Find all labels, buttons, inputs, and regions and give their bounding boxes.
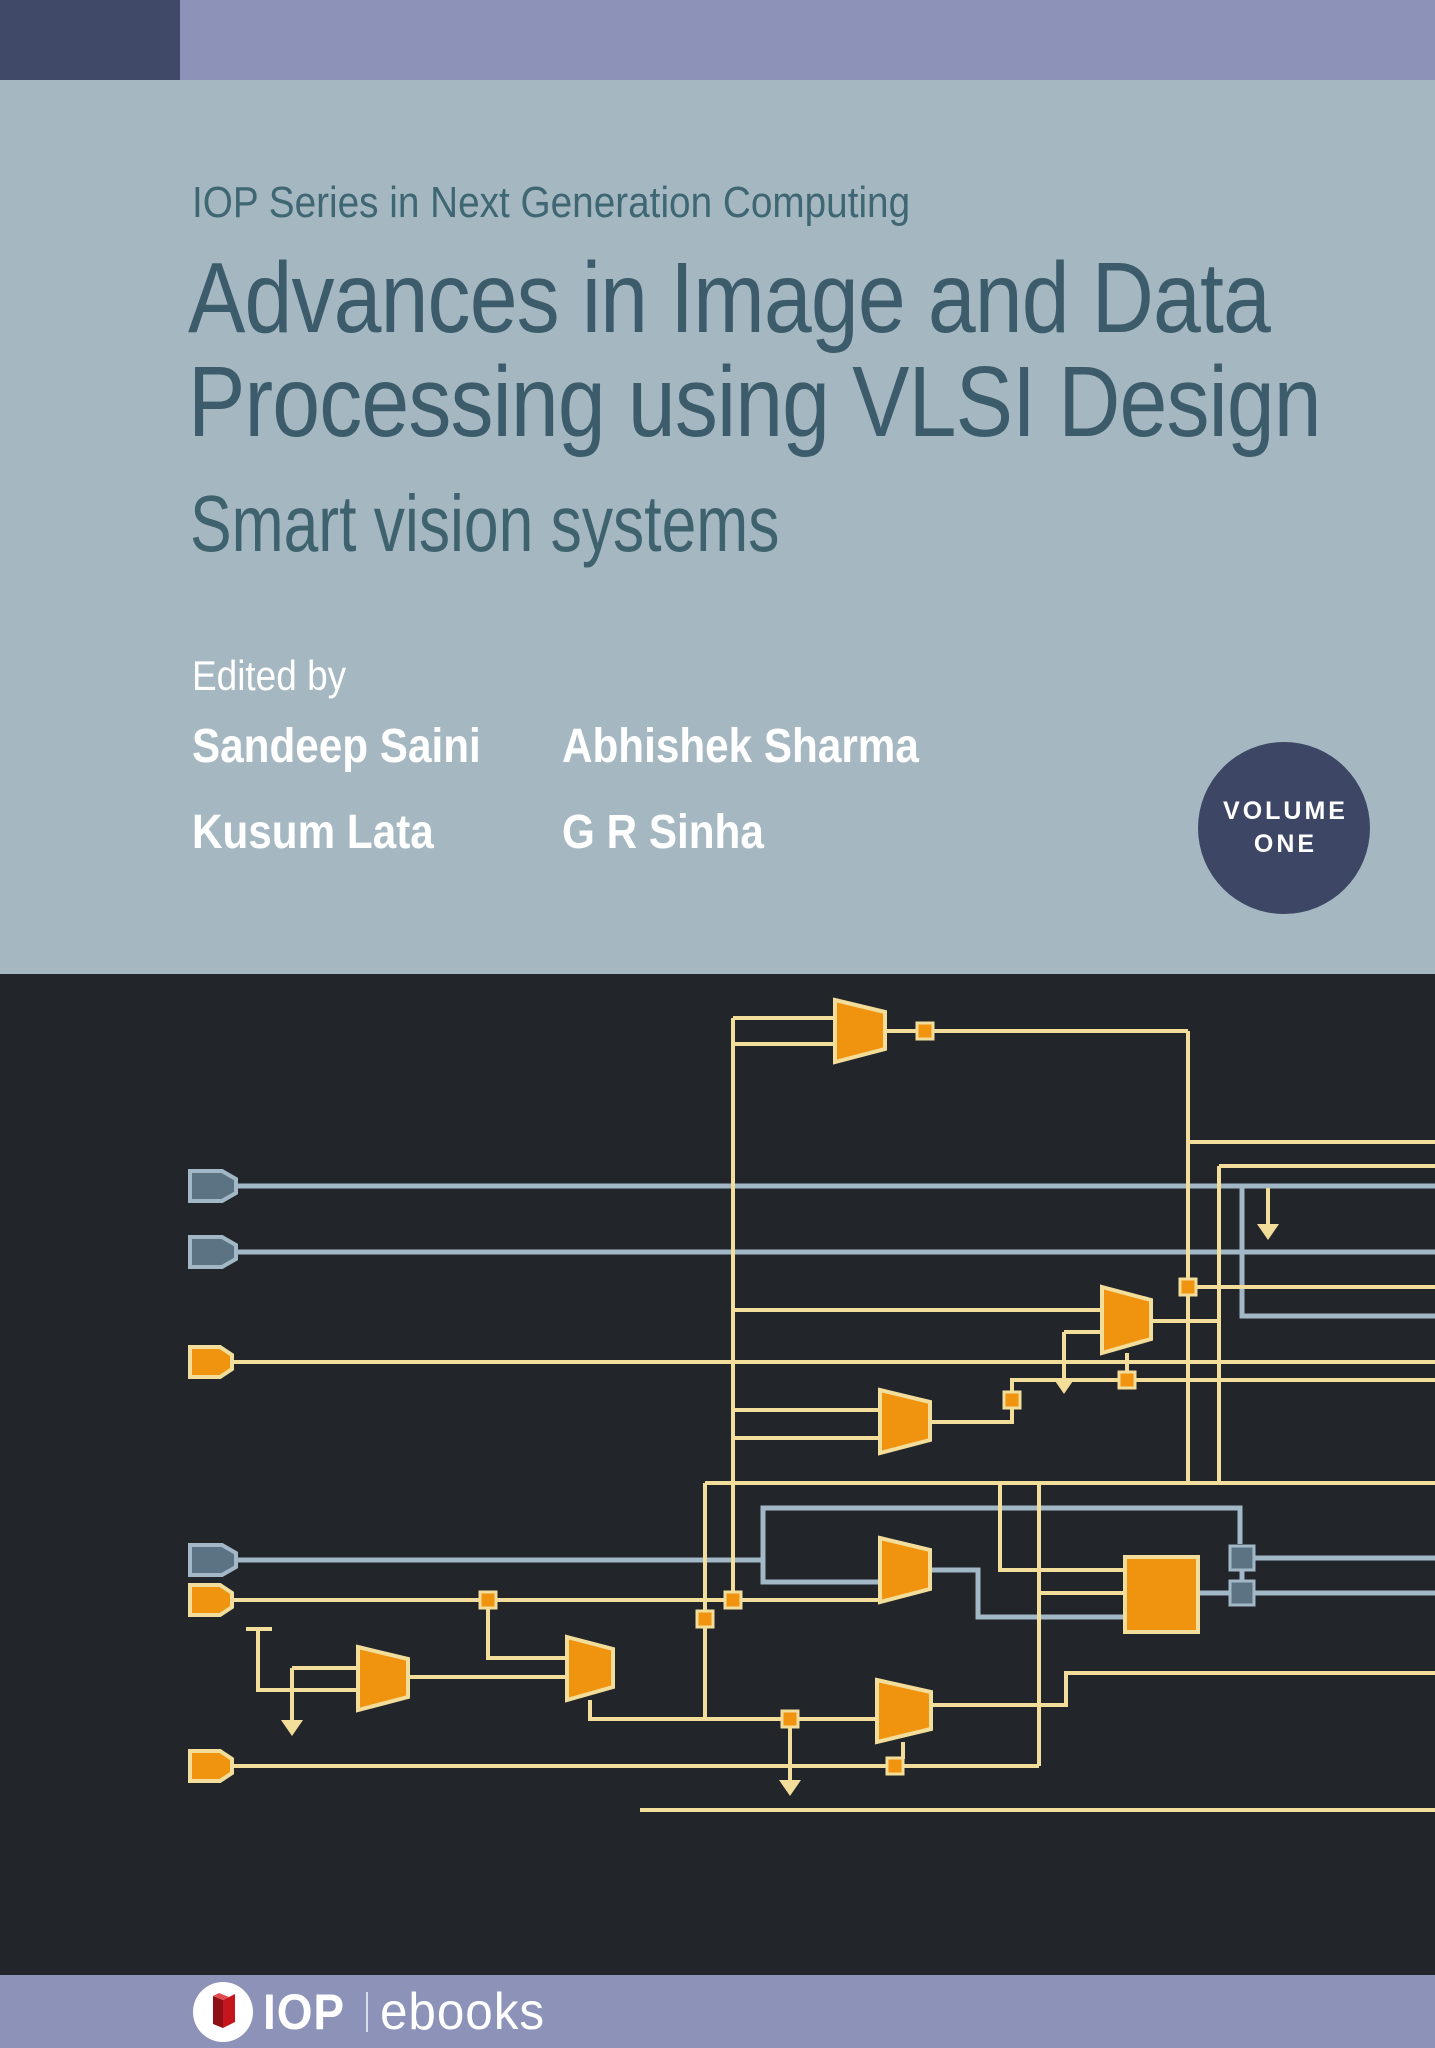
down-arrow-icon [281,1720,303,1736]
buffer-gate [875,1677,933,1745]
junction-square [1002,1390,1022,1410]
editor-name: Abhishek Sharma [562,720,920,773]
junction-square [915,1021,935,1041]
junction-square [1178,1277,1198,1297]
logic-block [1123,1555,1200,1634]
buffer-gate [565,1634,615,1703]
down-arrow-icon [779,1780,801,1796]
logo-divider [366,1992,369,2032]
junction-square [723,1590,743,1610]
buffer-gate [833,997,887,1065]
editor-name: Kusum Lata [192,806,434,859]
book-title-line1: Advances in Image and Data [188,242,1271,354]
iop-red-book-icon [193,1982,253,2042]
publisher-logo: IOP ebooks [193,1982,554,2042]
series-title: IOP Series in Next Generation Computing [192,178,911,227]
book-subtitle: Smart vision systems [190,479,780,568]
down-arrow-icon [1053,1378,1075,1394]
book-title: Advances in Image and Data Processing us… [188,242,1322,458]
volume-badge: VOLUME ONE [1198,742,1370,914]
connector-square-gray [1228,1579,1256,1607]
edited-by-label: Edited by [192,652,347,699]
buffer-gate [878,1387,932,1456]
editors-row-1: Sandeep Saini Abhishek Sharma [192,704,968,790]
junction-square [885,1756,905,1776]
buffer-gate [1100,1284,1153,1356]
iop-logo-text: IOP [263,1984,346,2040]
connector-square-gray [1228,1544,1256,1572]
ebooks-logo-text: ebooks [380,1983,546,2041]
editors-row-2: Kusum Lata G R Sinha [192,790,968,876]
volume-badge-line1: VOLUME [1223,797,1348,825]
junction-square [1117,1370,1137,1390]
volume-badge-line2: ONE [1253,830,1318,858]
editors-list: Sandeep Saini Abhishek Sharma Kusum Lata… [192,704,968,876]
input-terminal-orange [188,1749,234,1783]
input-terminal-gray [188,1169,238,1203]
circuit-artwork-panel [0,974,1435,1975]
input-terminal-gray [188,1543,238,1577]
editor-name: G R Sinha [562,806,765,859]
down-arrow-icon [1257,1224,1279,1240]
junction-square [478,1590,498,1610]
input-terminal-orange [188,1345,234,1379]
input-terminal-gray [188,1235,238,1269]
top-left-navy-block [0,0,180,80]
circuit-schematic-art [188,997,1435,1812]
top-purple-bar [180,0,1435,80]
book-title-line2: Processing using VLSI Design [188,346,1322,458]
editor-name: Sandeep Saini [192,720,481,773]
input-terminal-orange [188,1583,234,1617]
buffer-gate [356,1644,410,1713]
junction-square [695,1609,715,1629]
junction-square [780,1709,800,1729]
buffer-gate [878,1535,932,1605]
